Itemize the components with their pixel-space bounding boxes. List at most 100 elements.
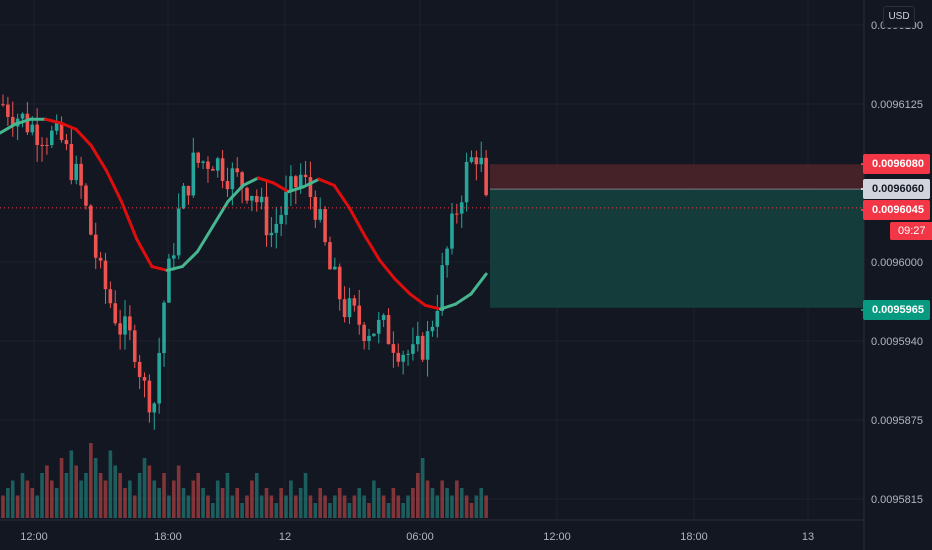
volume-bar	[157, 488, 161, 518]
volume-bar	[337, 488, 342, 518]
volume-bar	[25, 480, 30, 518]
volume-bar	[79, 480, 83, 518]
volume-bars	[1, 443, 488, 518]
candle-body	[137, 361, 142, 378]
volume-bar	[474, 495, 479, 518]
ma-segment	[211, 200, 230, 229]
candle-body	[376, 319, 381, 334]
ma-segment	[74, 127, 93, 147]
price-axis: 0.00961900.00961250.00960000.00959400.00…	[871, 20, 923, 506]
volume-bar	[294, 495, 298, 518]
candle-body	[264, 196, 269, 236]
candle-body	[347, 298, 352, 318]
volume-bar	[455, 480, 459, 518]
ma-segment	[454, 292, 473, 306]
ma-segment	[104, 168, 124, 204]
candle-body	[113, 303, 118, 324]
candle-body	[425, 331, 430, 360]
candle-body	[74, 163, 78, 181]
ma-segment	[439, 302, 458, 311]
volume-bar	[259, 495, 264, 518]
ma-segment	[423, 303, 443, 311]
candle-body	[328, 242, 332, 270]
volume-bar	[152, 480, 157, 518]
candle-body	[240, 172, 244, 188]
volume-bar	[264, 488, 269, 518]
volume-bar	[450, 495, 454, 518]
x-tick-label: 18:00	[680, 531, 708, 543]
candle-body	[235, 168, 240, 173]
candle-body	[323, 209, 327, 243]
y-tick-label: 0.0095875	[871, 415, 923, 427]
candle-body	[147, 380, 152, 413]
volume-bar	[20, 473, 25, 518]
volume-bar	[176, 465, 181, 518]
candle-body	[191, 152, 196, 196]
candle-body	[294, 176, 298, 188]
bar-countdown: 09:27	[890, 222, 932, 240]
candle-body	[250, 196, 254, 201]
ma-segment	[317, 177, 336, 187]
volume-bar	[230, 495, 235, 518]
volume-bar	[137, 473, 142, 518]
currency-button[interactable]: USD	[883, 6, 915, 28]
candle-body	[435, 310, 440, 327]
volume-bar	[10, 480, 15, 518]
volume-bar	[225, 473, 230, 518]
volume-bar	[108, 450, 113, 518]
volume-bar	[103, 480, 108, 518]
ma-segment	[378, 258, 397, 281]
volume-bar	[74, 465, 78, 518]
candle-body	[172, 255, 176, 259]
candle-body	[1, 104, 5, 106]
candle-body	[128, 316, 132, 331]
volume-bar	[6, 488, 10, 518]
ma-segment	[302, 177, 321, 189]
ma-segment	[469, 272, 488, 296]
volume-bar	[113, 465, 118, 518]
ma-segment	[89, 143, 108, 172]
volume-bar	[313, 503, 318, 518]
volume-bar	[323, 495, 327, 518]
volume-bar	[40, 473, 44, 518]
candle-body	[152, 403, 157, 413]
volume-bar	[406, 495, 410, 518]
candle-body	[386, 315, 391, 345]
volume-bar	[50, 480, 54, 518]
candle-body	[372, 333, 376, 336]
candle-body	[69, 144, 74, 181]
candle-body	[89, 205, 93, 235]
volume-bar	[89, 443, 93, 518]
volume-bar	[333, 495, 337, 518]
candle-body	[313, 196, 318, 220]
volume-bar	[64, 473, 69, 518]
candle-body	[225, 180, 230, 190]
candle-body	[469, 157, 474, 162]
candle-body	[157, 353, 161, 404]
candle-body	[25, 113, 30, 133]
volume-bar	[484, 495, 488, 518]
ma-segment	[150, 265, 169, 272]
candle-body	[6, 104, 10, 117]
candle-body	[84, 185, 88, 206]
candle-body	[396, 352, 401, 362]
candle-body	[50, 130, 54, 146]
volume-bar	[328, 503, 332, 518]
volume-bar	[342, 495, 347, 518]
candle-body	[303, 174, 308, 178]
volume-bar	[386, 503, 391, 518]
volume-bar	[128, 480, 132, 518]
candle-body	[206, 161, 210, 169]
candle-body	[401, 354, 405, 362]
volume-bar	[93, 458, 98, 518]
candle-body	[108, 289, 113, 304]
volume-bar	[289, 480, 293, 518]
candle-body	[10, 116, 15, 127]
candle-body	[479, 157, 484, 165]
volume-bar	[445, 488, 449, 518]
volume-bar	[191, 480, 196, 518]
volume-bar	[132, 495, 137, 518]
volume-bar	[172, 480, 176, 518]
volume-bar	[308, 495, 313, 518]
